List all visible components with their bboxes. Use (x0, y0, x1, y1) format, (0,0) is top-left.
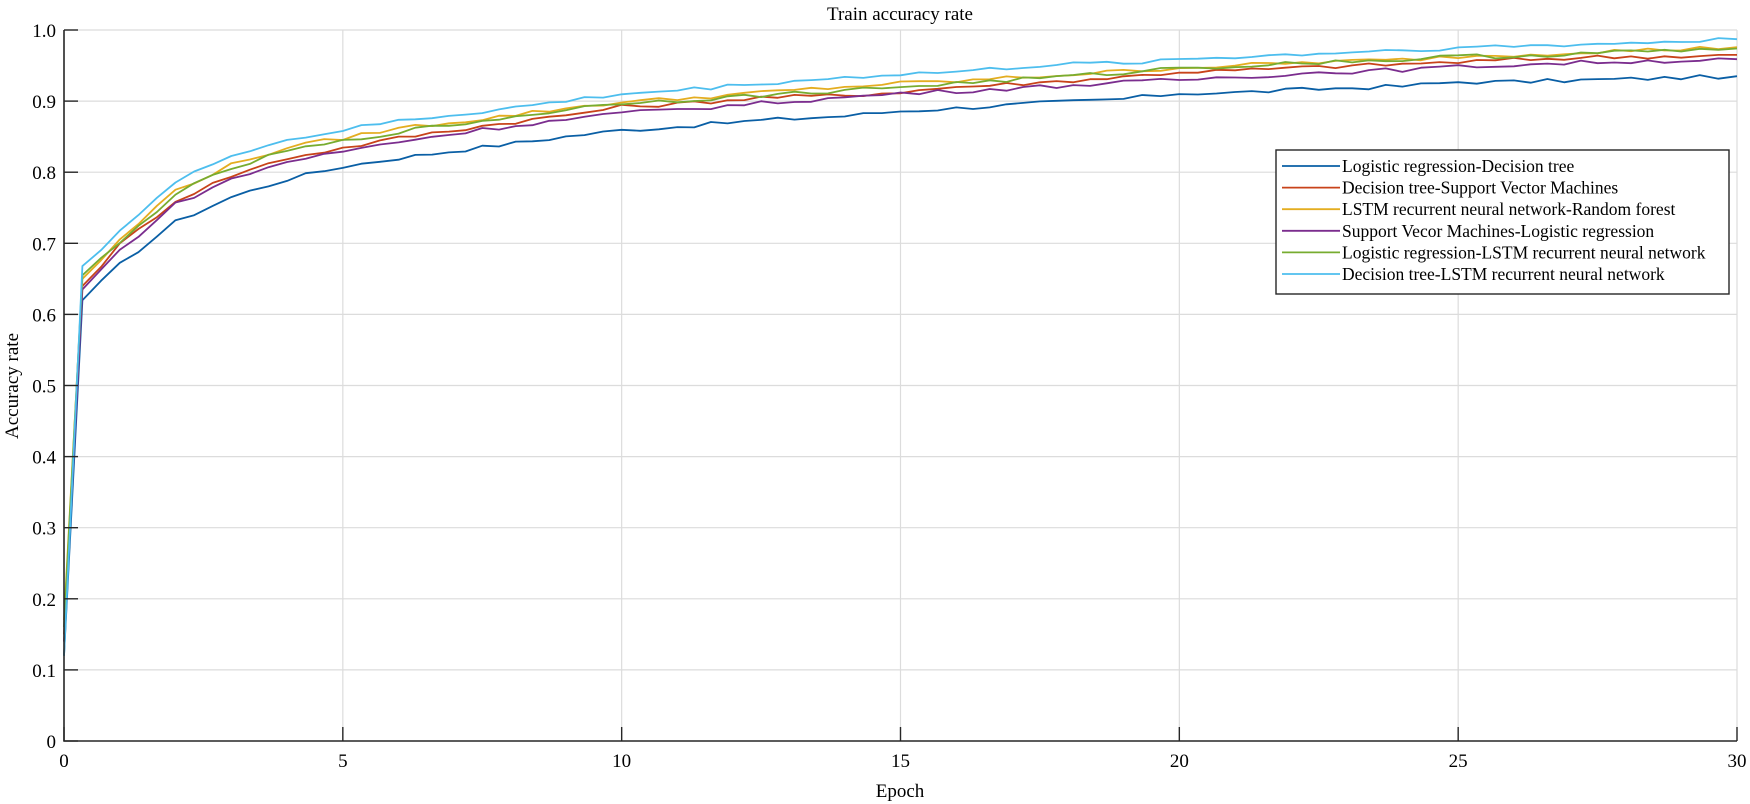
legend-label: Decision tree-LSTM recurrent neural netw… (1342, 264, 1665, 284)
series-line (63, 54, 1737, 635)
legend-label: LSTM recurrent neural network-Random for… (1342, 199, 1676, 219)
series-lines (63, 37, 1738, 656)
y-tick-label: 0.3 (32, 519, 56, 540)
y-axis-ticks: 0 0.1 0.2 0.3 0.4 0.5 0.6 0.7 0.8 0.9 1.0 (32, 21, 78, 753)
legend-label: Support Vecor Machines-Logistic regressi… (1342, 221, 1654, 241)
x-tick-label: 20 (1170, 751, 1189, 772)
y-tick-label: 0.7 (32, 234, 56, 255)
x-tick-label: 10 (612, 751, 631, 772)
y-tick-label: 0.1 (32, 661, 56, 682)
legend: Logistic regression-Decision treeDecisio… (1275, 149, 1730, 295)
series-line (63, 37, 1738, 656)
x-axis-label: Epoch (876, 781, 925, 802)
x-axis-ticks: 0 5 10 15 20 25 30 (59, 727, 1747, 772)
y-tick-label: 0.9 (32, 92, 56, 113)
y-tick-label: 0.6 (32, 305, 56, 326)
series-line (63, 47, 1738, 628)
series-line (63, 46, 1738, 621)
y-tick-label: 0.4 (32, 448, 56, 469)
y-tick-label: 0.8 (32, 163, 56, 184)
x-tick-label: 30 (1728, 751, 1747, 772)
y-tick-label: 0.5 (32, 377, 56, 398)
y-tick-label: 0 (47, 732, 57, 753)
legend-label: Logistic regression-Decision tree (1342, 156, 1575, 176)
legend-label: Logistic regression-LSTM recurrent neura… (1342, 242, 1706, 262)
y-axis-label: Accuracy rate (2, 333, 23, 439)
x-tick-label: 5 (338, 751, 348, 772)
x-tick-label: 25 (1449, 751, 1468, 772)
series-line (63, 74, 1738, 656)
legend-label: Decision tree-Support Vector Machines (1342, 178, 1618, 198)
y-tick-label: 1.0 (32, 21, 56, 42)
x-tick-label: 0 (59, 751, 69, 772)
legend-box (1275, 149, 1730, 295)
x-tick-label: 15 (891, 751, 910, 772)
series-line (63, 57, 1738, 642)
chart-title: Train accuracy rate (827, 4, 973, 25)
y-tick-label: 0.2 (32, 590, 56, 611)
